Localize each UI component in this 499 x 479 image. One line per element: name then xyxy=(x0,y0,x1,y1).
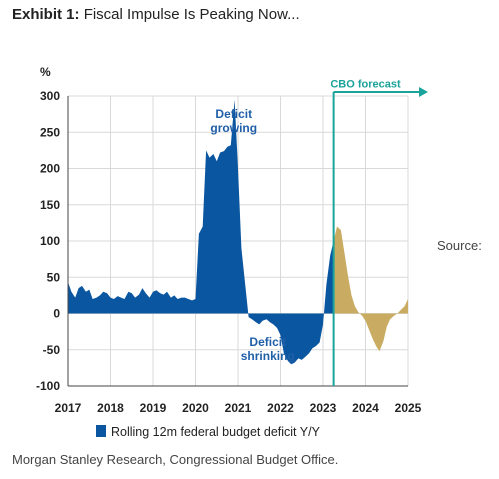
series-area-deficit xyxy=(68,99,334,365)
x-tick-label: 2025 xyxy=(395,401,422,415)
chart-areas xyxy=(68,99,408,365)
y-tick-label: 50 xyxy=(47,270,61,284)
x-tick-label: 2023 xyxy=(310,401,337,415)
axes: 300 250 200 150 100 50 0 -50 -100 2017 2018 2019 202… xyxy=(36,65,428,415)
source-text: Morgan Stanley Research, Congressional B… xyxy=(12,452,339,467)
legend-label: Rolling 12m federal budget deficit Y/Y xyxy=(111,425,321,439)
y-tick-label: 250 xyxy=(40,125,60,139)
series-area-cbo-forecast xyxy=(333,226,408,352)
x-tick-label: 2019 xyxy=(140,401,167,415)
y-tick-label: 100 xyxy=(40,234,60,248)
y-tick-label: -100 xyxy=(36,379,60,393)
y-tick-label: 150 xyxy=(40,198,60,212)
x-tick-label: 2022 xyxy=(267,401,294,415)
y-tick-label: -50 xyxy=(43,343,61,357)
y-tick-label: 0 xyxy=(53,307,60,321)
exhibit-label: Exhibit 1: xyxy=(12,6,80,23)
y-tick-label: 200 xyxy=(40,162,60,176)
annotation-deficit-growing: growing xyxy=(210,121,257,135)
chart-title-line: Exhibit 1: Fiscal Impulse Is Peaking Now… xyxy=(12,6,300,23)
annotation-deficit-shrinking: shrinking xyxy=(241,349,295,363)
x-tick-label: 2018 xyxy=(97,401,124,415)
annotation-deficit-shrinking: Deficit xyxy=(249,335,286,349)
x-tick-label: 2024 xyxy=(352,401,379,415)
y-tick-label: 300 xyxy=(40,89,60,103)
annotation-deficit-growing: Deficit xyxy=(215,107,252,121)
legend: Rolling 12m federal budget deficit Y/Y xyxy=(96,425,321,439)
y-axis-unit: % xyxy=(40,65,51,79)
source-label: Source: xyxy=(437,238,482,253)
annotation-cbo-forecast: CBO forecast xyxy=(330,78,401,90)
x-tick-label: 2020 xyxy=(182,401,209,415)
legend-swatch xyxy=(96,425,106,437)
x-tick-label: 2017 xyxy=(55,401,82,415)
x-tick-label: 2021 xyxy=(225,401,252,415)
forecast-arrow-head xyxy=(419,87,428,97)
exhibit-title: Fiscal Impulse Is Peaking Now... xyxy=(83,6,300,23)
